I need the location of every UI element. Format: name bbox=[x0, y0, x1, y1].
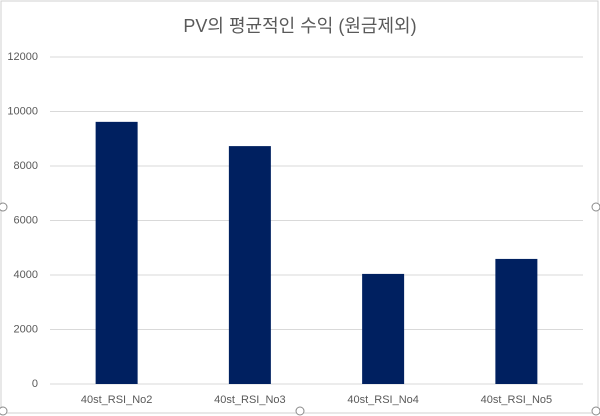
x-tick-label: 40st_RSI_No4 bbox=[347, 394, 419, 406]
y-tick-label: 0 bbox=[32, 378, 38, 390]
x-tick-label: 40st_RSI_No3 bbox=[214, 394, 286, 406]
x-tick-label: 40st_RSI_No2 bbox=[81, 394, 153, 406]
y-tick-label: 10000 bbox=[7, 105, 38, 117]
y-tick-label: 6000 bbox=[14, 214, 38, 226]
bar bbox=[95, 121, 138, 384]
x-tick-label: 40st_RSI_No5 bbox=[481, 394, 553, 406]
bar bbox=[228, 146, 271, 384]
bar bbox=[362, 273, 405, 384]
y-tick-label: 12000 bbox=[7, 51, 38, 63]
resize-handle[interactable] bbox=[0, 406, 8, 416]
bar bbox=[495, 258, 538, 384]
resize-handle[interactable] bbox=[591, 406, 600, 416]
resize-handle[interactable] bbox=[295, 406, 305, 416]
resize-handle[interactable] bbox=[591, 202, 600, 212]
y-tick-label: 4000 bbox=[14, 269, 38, 281]
chart-title: PV의 평균적인 수익 (원금제외) bbox=[183, 16, 416, 36]
resize-handle[interactable] bbox=[0, 202, 8, 212]
y-tick-label: 2000 bbox=[14, 323, 38, 335]
y-tick-label: 8000 bbox=[14, 160, 38, 172]
